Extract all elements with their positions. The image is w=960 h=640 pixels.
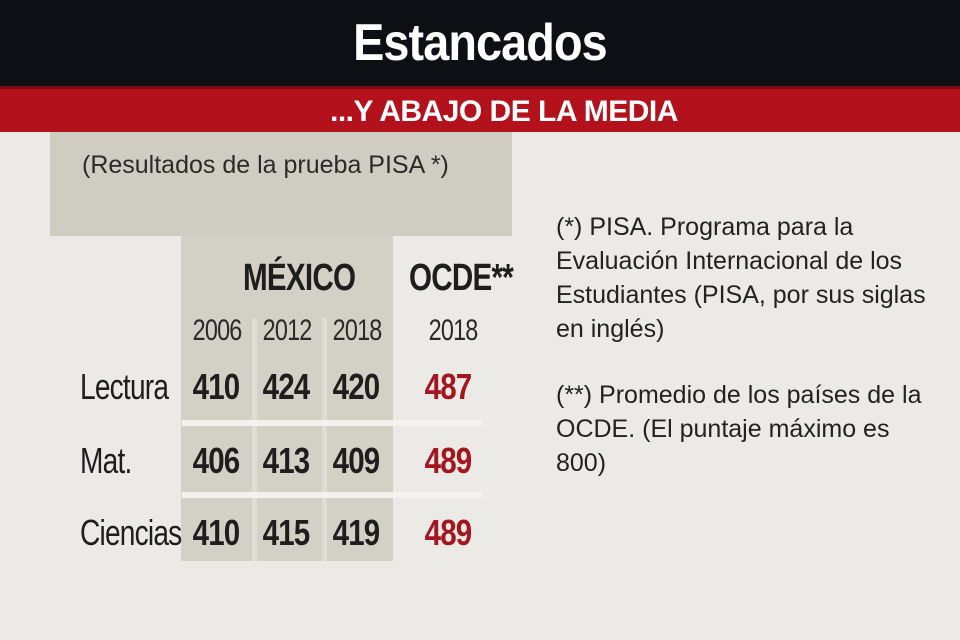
year-label: 2018 [428,314,479,347]
year-label: 2006 [192,314,243,347]
year-label: 2018 [332,314,383,347]
note-text: (Resultados de la prueba PISA *) [82,151,449,179]
table-cell: 424 [262,366,311,407]
row-label-ciencias: Ciencias [80,512,182,553]
footnote-pisa: (*) PISA. Programa para la Evaluación In… [556,213,926,343]
column-divider [252,318,257,561]
table-cell-ocde: 489 [424,512,473,553]
column-divider [322,318,327,561]
table-cell-ocde: 487 [424,366,473,407]
note-box: (Resultados de la prueba PISA *) [50,132,512,236]
row-divider [182,420,482,426]
subtitle-bar: ...Y ABAJO DE LA MEDIA [0,86,960,132]
table-cell: 406 [192,440,241,481]
footnote-ocde: (**) Promedio de los países de la OCDE. … [556,381,922,477]
row-divider [182,492,482,498]
table-cell: 409 [332,440,381,481]
table-cell: 410 [192,366,241,407]
page-subtitle: ...Y ABAJO DE LA MEDIA [330,95,678,128]
row-label-mat: Mat. [80,440,132,481]
title-bar: Estancados [0,0,960,86]
mexico-column-band [181,236,393,561]
table-cell: 415 [262,512,311,553]
table-cell: 410 [192,512,241,553]
page-title: Estancados [353,14,608,72]
table-cell-ocde: 489 [424,440,473,481]
group-header-ocde: OCDE** [409,257,514,299]
table-cell: 420 [332,366,381,407]
group-header-mexico: MÉXICO [243,257,356,299]
row-label-lectura: Lectura [80,366,169,407]
year-label: 2012 [262,314,313,347]
table-cell: 419 [332,512,381,553]
table-cell: 413 [262,440,311,481]
